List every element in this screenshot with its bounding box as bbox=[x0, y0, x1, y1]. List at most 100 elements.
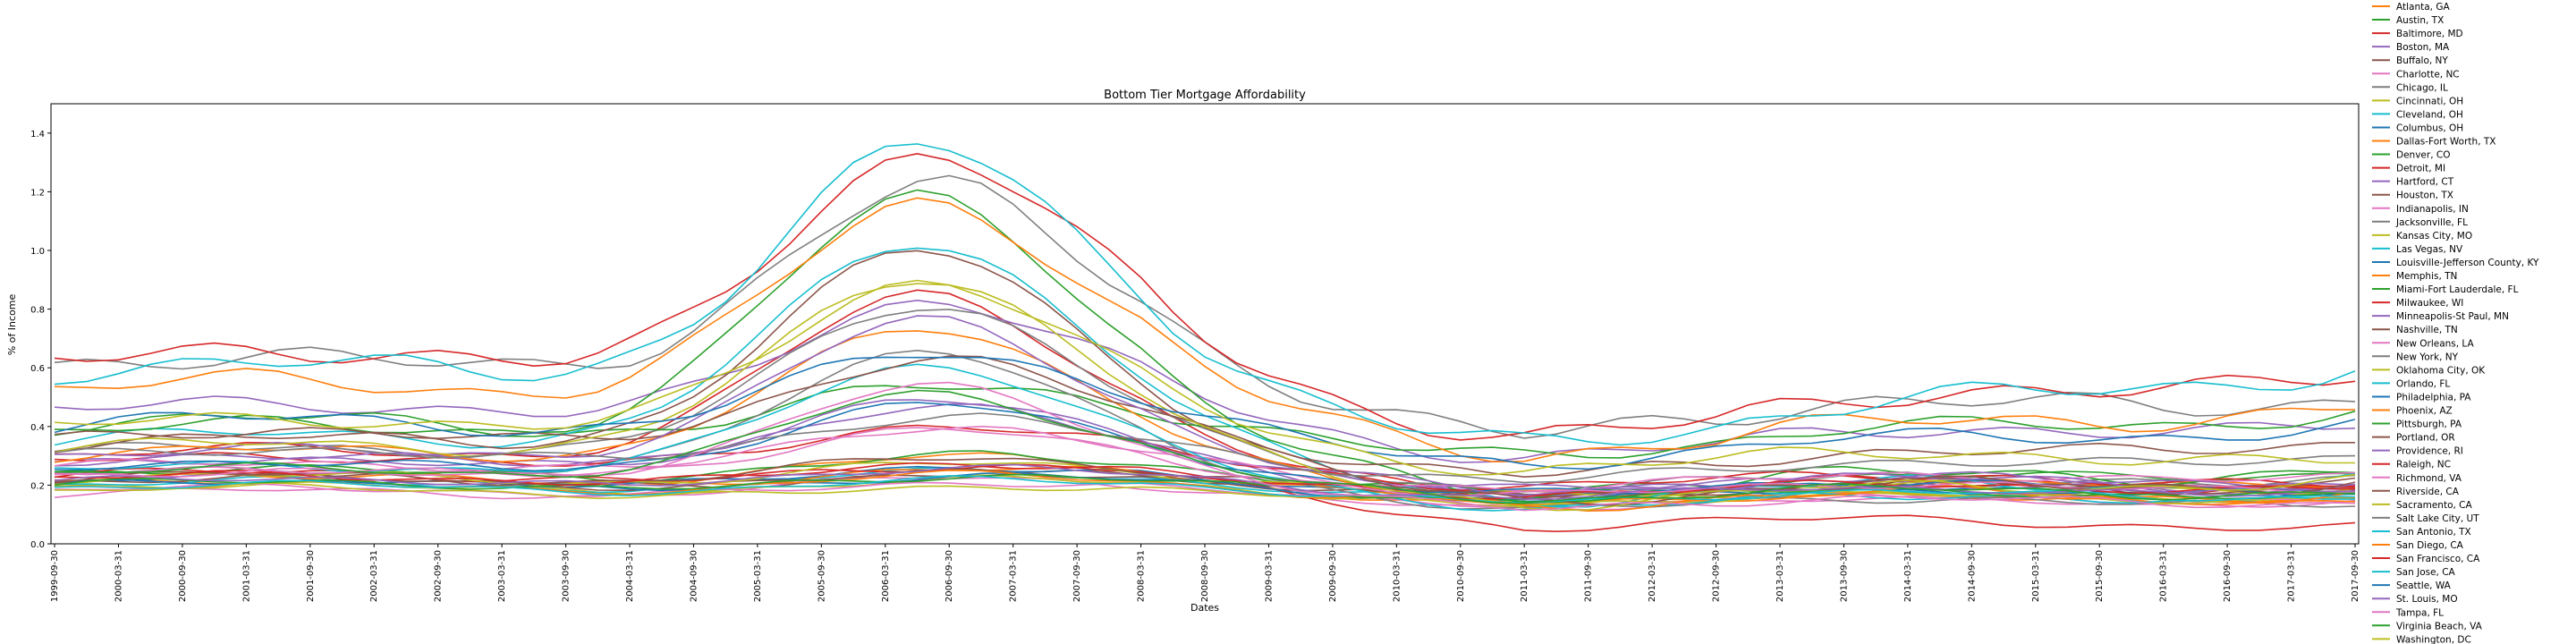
legend-label: Orlando, FL bbox=[2396, 378, 2450, 389]
legend-label: San Antonio, TX bbox=[2396, 527, 2471, 538]
legend-label: Portland, OR bbox=[2396, 433, 2455, 444]
series-line-14 bbox=[54, 403, 2356, 498]
legend-label: Kansas City, MO bbox=[2396, 231, 2472, 242]
series-line-41 bbox=[54, 197, 2355, 463]
legend: Atlanta, GA Austin, TX Baltimore, MD Boston… bbox=[2372, 2, 2539, 644]
x-tick-label: 2012-09-30 bbox=[1712, 550, 1722, 602]
legend-label: Minneapolis-St Paul, MN bbox=[2396, 311, 2509, 322]
x-tick-label: 2013-03-31 bbox=[1775, 550, 1785, 602]
x-tick-label: 2010-09-30 bbox=[1456, 550, 1466, 602]
x-tick-label: 2016-09-30 bbox=[2223, 550, 2233, 602]
series-line-39 bbox=[54, 412, 2356, 484]
x-tick-label: 2003-09-30 bbox=[562, 550, 572, 602]
legend-label: Cleveland, OH bbox=[2396, 109, 2463, 120]
x-tick-label: 2012-03-31 bbox=[1648, 550, 1657, 602]
x-tick-label: 1999-09-30 bbox=[50, 550, 60, 602]
legend-label: Raleigh, NC bbox=[2396, 460, 2451, 470]
x-tick-label: 2001-09-30 bbox=[306, 550, 316, 602]
legend-label: Oklahoma City, OK bbox=[2396, 365, 2486, 376]
x-tick-label: 2013-09-30 bbox=[1839, 550, 1849, 602]
series-line-42 bbox=[54, 152, 2356, 441]
y-tick-label: 0.0 bbox=[30, 540, 45, 550]
y-tick-label: 0.2 bbox=[30, 481, 45, 491]
legend-label: Tampa, FL bbox=[2395, 607, 2444, 618]
series-line-40 bbox=[54, 475, 2356, 504]
series-line-46 bbox=[54, 381, 2356, 512]
legend-label: Chicago, IL bbox=[2396, 82, 2448, 93]
series-line-48 bbox=[54, 279, 2355, 476]
x-tick-label: 2017-03-31 bbox=[2287, 550, 2297, 602]
legend-label: Boston, MA bbox=[2396, 42, 2450, 53]
legend-label: Virginia Beach, VA bbox=[2396, 621, 2483, 631]
x-tick-label: 2008-03-31 bbox=[1137, 550, 1147, 602]
legend-label: Cincinnati, OH bbox=[2396, 96, 2463, 106]
legend-label: Baltimore, MD bbox=[2396, 29, 2463, 39]
legend-label: Providence, RI bbox=[2396, 446, 2463, 457]
legend-label: Indianapolis, IN bbox=[2396, 204, 2469, 215]
legend-label: Pittsburgh, PA bbox=[2396, 419, 2462, 430]
x-tick-label: 2002-03-31 bbox=[369, 550, 379, 602]
x-tick-label: 2006-03-31 bbox=[881, 550, 891, 602]
y-axis-label: % of Income bbox=[6, 294, 18, 356]
series-line-36 bbox=[54, 427, 2356, 497]
legend-label: Detroit, MI bbox=[2396, 164, 2445, 174]
legend-label: Houston, TX bbox=[2396, 191, 2453, 201]
legend-label: Richmond, VA bbox=[2396, 473, 2462, 484]
legend-label: Austin, TX bbox=[2396, 15, 2444, 26]
legend-label: Miami-Fort Lauderdale, FL bbox=[2396, 284, 2519, 295]
x-tick-label: 2015-09-30 bbox=[2095, 550, 2105, 602]
legend-label: Memphis, TN bbox=[2396, 271, 2457, 282]
series-line-28 bbox=[55, 482, 2356, 507]
x-tick-label: 2000-09-30 bbox=[178, 550, 188, 602]
legend-label: New Orleans, LA bbox=[2396, 338, 2475, 349]
legend-label: Seattle, WA bbox=[2396, 580, 2452, 591]
legend-label: Denver, CO bbox=[2396, 150, 2450, 161]
legend-label: Hartford, CT bbox=[2396, 177, 2454, 188]
legend-label: Buffalo, NY bbox=[2396, 55, 2448, 66]
legend-label: Sacramento, CA bbox=[2396, 500, 2473, 511]
legend-label: Philadelphia, PA bbox=[2396, 392, 2471, 402]
legend-label: Charlotte, NC bbox=[2396, 69, 2460, 80]
x-tick-label: 2004-09-30 bbox=[689, 550, 699, 602]
series-line-4 bbox=[54, 299, 2356, 463]
legend-label: San Francisco, CA bbox=[2396, 554, 2480, 564]
x-tick-label: 2007-09-30 bbox=[1072, 550, 1082, 602]
x-tick-label: 2014-09-30 bbox=[1967, 550, 1977, 602]
legend-label: Nashville, TN bbox=[2396, 325, 2458, 335]
legend-label: New York, NY bbox=[2396, 352, 2459, 362]
y-tick-label: 1.0 bbox=[30, 247, 45, 257]
x-tick-label: 2003-03-31 bbox=[497, 550, 507, 602]
x-tick-label: 2008-09-30 bbox=[1200, 550, 1210, 602]
legend-label: Milwaukee, WI bbox=[2396, 298, 2463, 309]
x-tick-label: 2004-03-31 bbox=[625, 550, 635, 602]
legend-label: San Jose, CA bbox=[2396, 567, 2456, 578]
x-tick-label: 2015-03-31 bbox=[2031, 550, 2041, 602]
y-tick-label: 0.6 bbox=[30, 364, 45, 374]
series-line-44 bbox=[54, 356, 2356, 470]
legend-label: Las Vegas, NV bbox=[2396, 244, 2463, 255]
legend-label: St. Louis, MO bbox=[2396, 594, 2458, 605]
x-axis-label: Dates bbox=[1191, 602, 1219, 614]
series-line-34 bbox=[54, 315, 2356, 496]
legend-label: Phoenix, AZ bbox=[2396, 406, 2453, 417]
x-tick-label: 2009-03-31 bbox=[1264, 550, 1274, 602]
x-tick-label: 2007-03-31 bbox=[1009, 550, 1019, 602]
legend-label: Washington, DC bbox=[2396, 634, 2471, 644]
legend-label: San Diego, CA bbox=[2396, 540, 2464, 551]
legend-label: Riverside, CA bbox=[2396, 487, 2460, 497]
legend-label: Louisville-Jefferson County, KY bbox=[2396, 258, 2539, 268]
plot-area: 0.0 0.2 0.4 0.6 0.8 1.0 1.2 1.4 1999-09-30 2000-0… bbox=[30, 103, 2360, 602]
legend-label: Jacksonville, FL bbox=[2395, 217, 2468, 228]
y-tick-label: 0.4 bbox=[30, 423, 45, 433]
legend-label: Dallas-Fort Worth, TX bbox=[2396, 137, 2496, 148]
x-tick-label: 2017-09-30 bbox=[2351, 550, 2360, 602]
legend-label: Columbus, OH bbox=[2396, 123, 2463, 133]
series-line-24 bbox=[54, 399, 2356, 491]
x-tick-label: 2014-03-31 bbox=[1903, 550, 1913, 602]
x-tick-label: 2011-03-31 bbox=[1520, 550, 1530, 602]
x-tick-label: 2000-03-31 bbox=[114, 550, 123, 602]
series-line-47 bbox=[55, 389, 2356, 504]
x-tick-label: 2005-09-30 bbox=[817, 550, 826, 602]
x-tick-label: 2005-03-31 bbox=[753, 550, 763, 602]
